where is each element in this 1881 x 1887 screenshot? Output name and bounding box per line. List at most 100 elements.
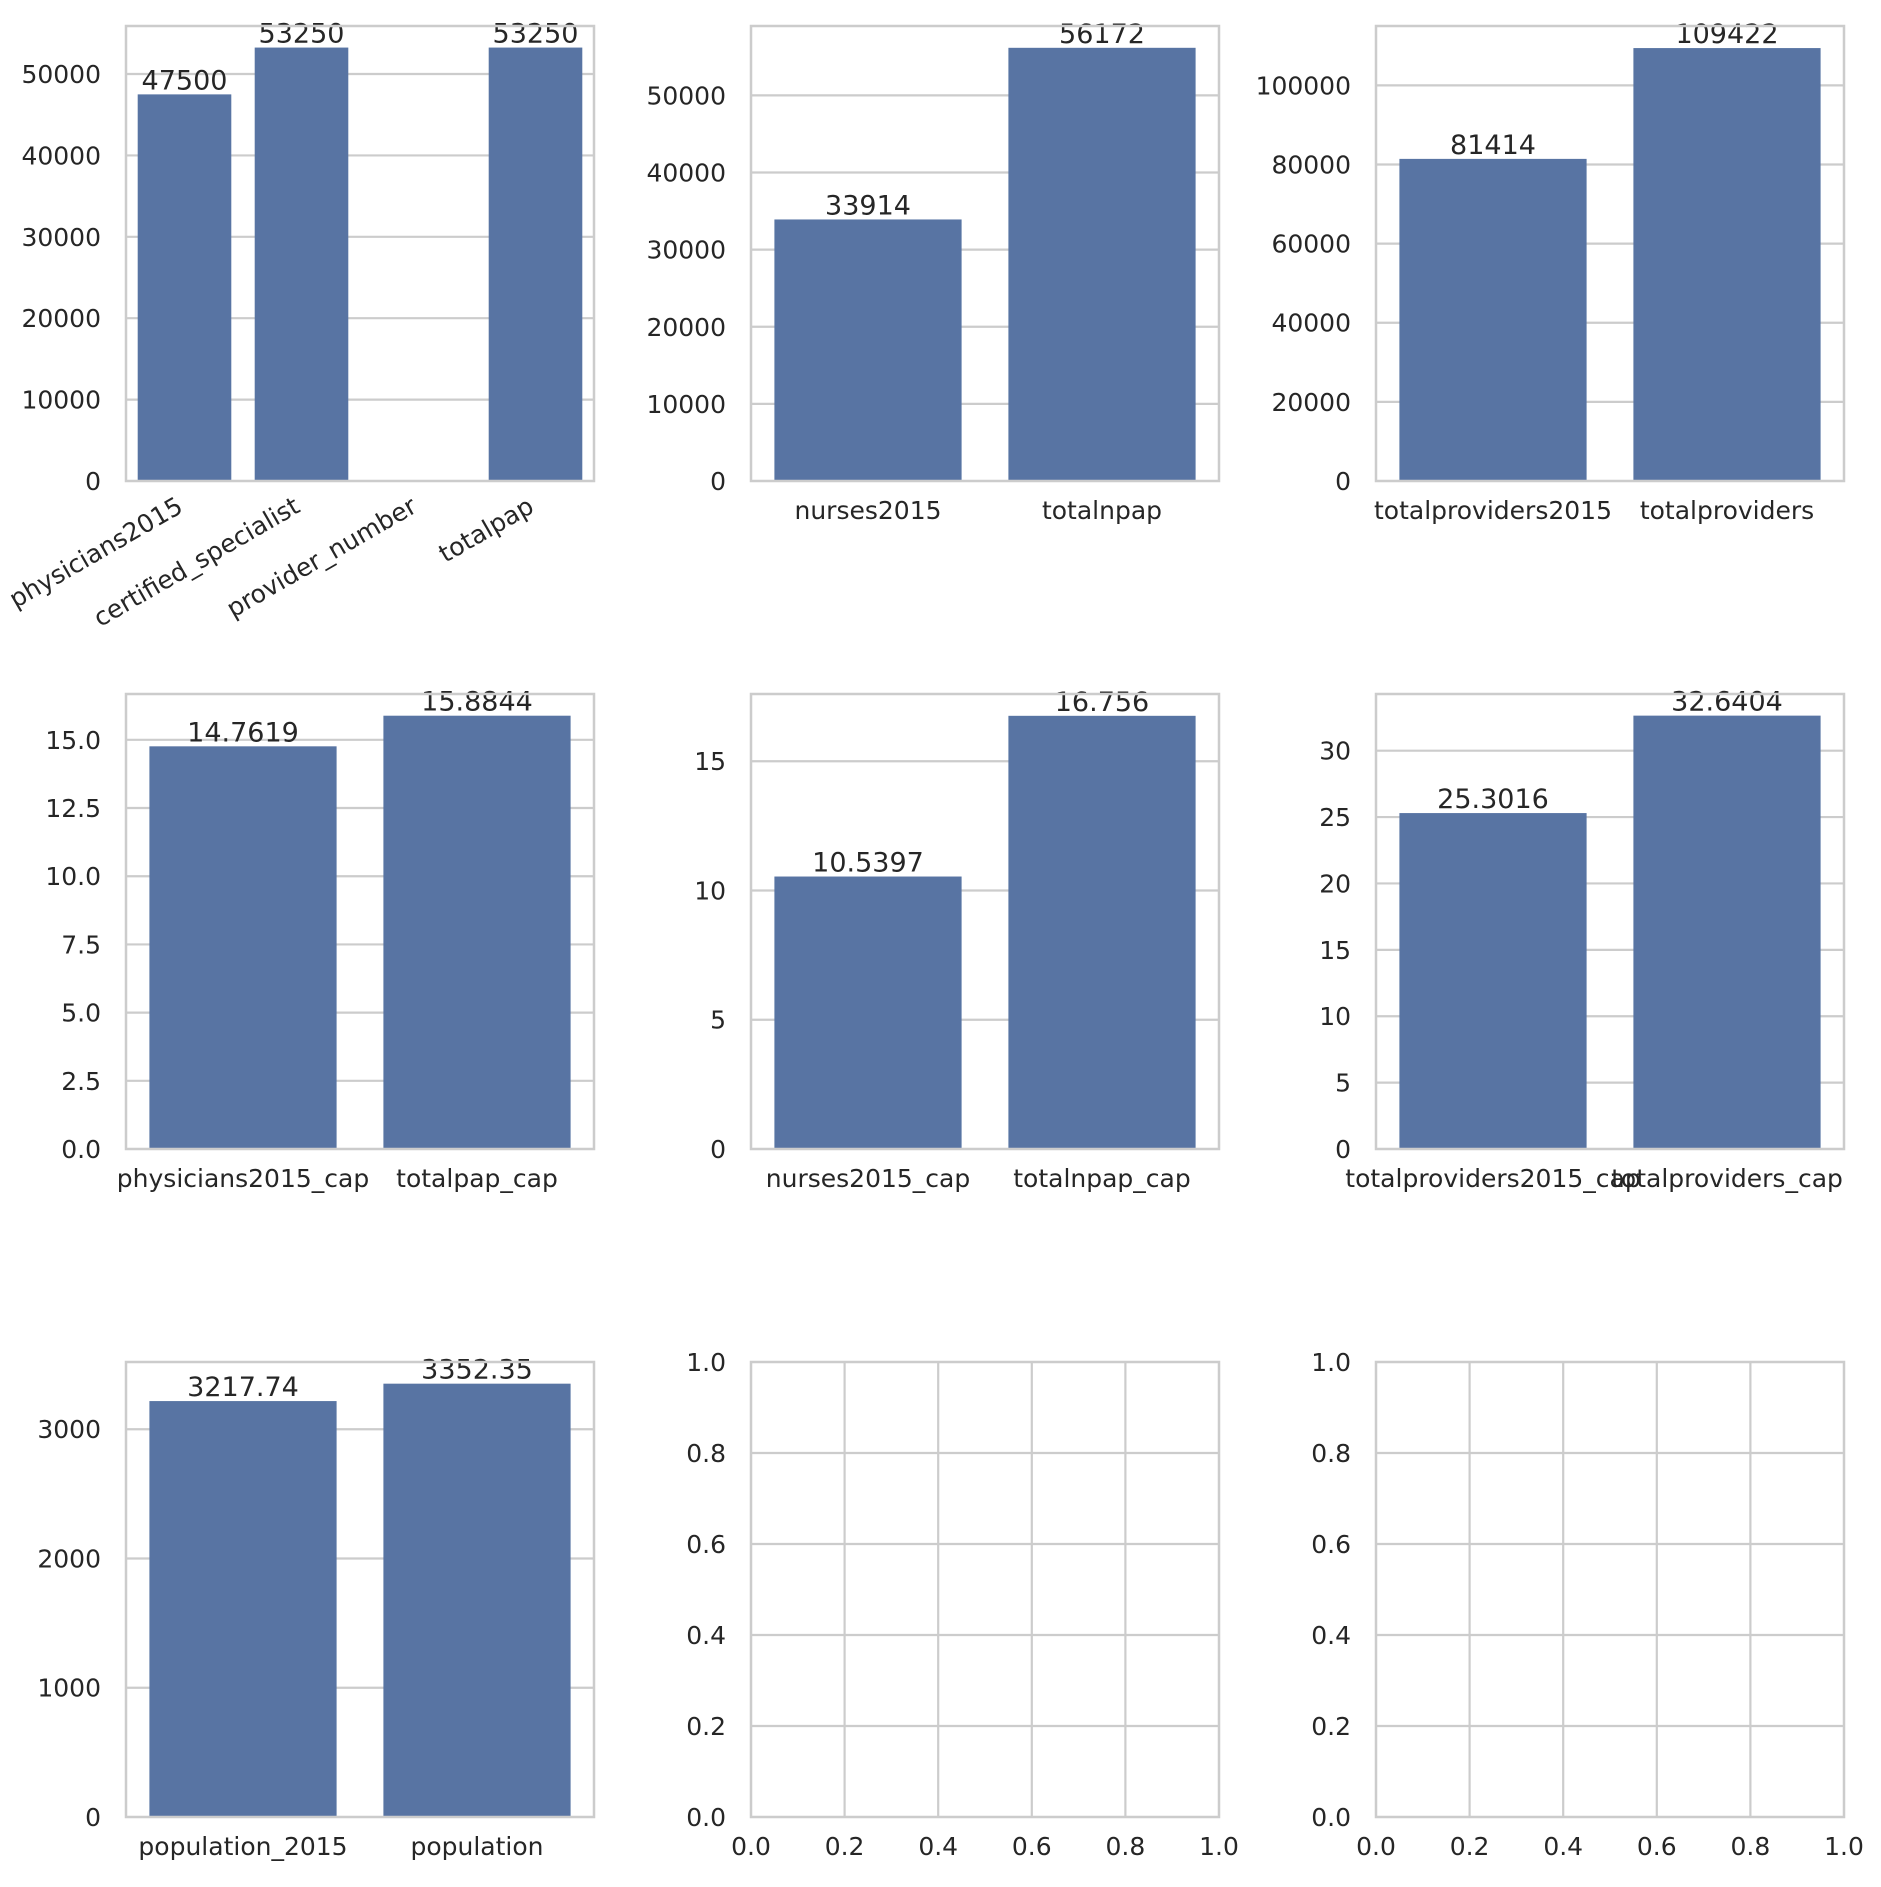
chart-1: 47500physicians201553250certified_specia… <box>4 19 596 633</box>
data-label: 53250 <box>259 19 345 50</box>
y-tick-label: 7.5 <box>61 930 101 959</box>
x-tick-label: 1.0 <box>1824 1832 1864 1861</box>
y-tick-label: 40000 <box>646 159 726 188</box>
data-label: 3352.35 <box>421 1355 533 1386</box>
y-tick-label: 12.5 <box>45 794 101 823</box>
y-tick-label: 0.6 <box>1311 1530 1351 1559</box>
y-tick-label: 25 <box>1319 803 1351 832</box>
x-tick-label: totalpap_cap <box>396 1164 558 1193</box>
bar <box>774 219 962 481</box>
y-tick-label: 40000 <box>1271 309 1351 338</box>
y-tick-label: 40000 <box>21 141 101 170</box>
bar <box>383 1383 571 1817</box>
axes-frame <box>124 24 596 483</box>
data-label: 56172 <box>1059 19 1145 50</box>
x-tick-label: totalpap <box>434 491 539 568</box>
axes-frame <box>749 24 1221 483</box>
data-label: 3217.74 <box>187 1372 299 1403</box>
x-tick-label: totalproviders_cap <box>1611 1164 1843 1193</box>
y-tick-label: 0 <box>710 1135 726 1164</box>
y-tick-label: 30000 <box>646 236 726 265</box>
y-tick-label: 0.2 <box>1311 1712 1351 1741</box>
y-tick-label: 15.0 <box>45 726 101 755</box>
x-tick-label: 0.6 <box>1012 1832 1052 1861</box>
bar <box>1399 158 1587 482</box>
bar <box>774 876 962 1149</box>
bar <box>149 746 337 1149</box>
y-tick-label: 20 <box>1319 869 1351 898</box>
y-tick-label: 1000 <box>37 1674 101 1703</box>
data-label: 14.7619 <box>187 717 299 748</box>
x-tick-label: totalproviders2015 <box>1374 496 1612 525</box>
y-tick-label: 50000 <box>646 81 726 110</box>
bar <box>1399 813 1587 1149</box>
axes-frame <box>124 1360 596 1819</box>
x-tick-label: provider_number <box>221 491 422 624</box>
x-tick-label: 0.8 <box>1731 1832 1771 1861</box>
y-tick-label: 30000 <box>21 223 101 252</box>
y-tick-label: 80000 <box>1271 150 1351 179</box>
x-tick-label: 0.6 <box>1637 1832 1677 1861</box>
y-tick-label: 50000 <box>21 60 101 89</box>
axes-frame <box>749 692 1221 1151</box>
data-label: 15.8844 <box>421 687 533 718</box>
chart-2: 33914 nurses2015 56172 totalnpap 0 10000 20000… <box>646 19 1221 525</box>
y-tick-label: 0.4 <box>1311 1621 1351 1650</box>
y-tick-label: 10000 <box>646 390 726 419</box>
y-tick-label: 10.0 <box>45 862 101 891</box>
data-label: 10.5397 <box>812 848 924 879</box>
y-tick-label: 0.0 <box>686 1803 726 1832</box>
x-tick-label: 0.2 <box>825 1832 865 1861</box>
x-tick-label: 0.0 <box>731 1832 771 1861</box>
y-tick-label: 2000 <box>37 1544 101 1573</box>
y-tick-label: 20000 <box>1271 388 1351 417</box>
bar <box>1633 715 1821 1149</box>
x-tick-label: population_2015 <box>138 1832 347 1861</box>
data-label: 47500 <box>142 65 228 96</box>
y-tick-label: 10000 <box>21 386 101 415</box>
chart-8: 0.0 0.2 0.4 0.6 0.8 1.0 0.0 0.2 0.4 0.6 0.8 1.0 <box>686 1348 1239 1861</box>
y-tick-label: 3000 <box>37 1415 101 1444</box>
x-tick-label: certified_specialist <box>89 491 305 633</box>
y-tick-label: 2.5 <box>61 1067 101 1096</box>
chart-7: 3217.74 population_2015 3352.35 population 0… <box>37 1355 596 1861</box>
y-tick-label: 10 <box>1319 1002 1351 1031</box>
y-tick-label: 60000 <box>1271 230 1351 259</box>
bar <box>1008 47 1196 482</box>
x-tick-label: 0.2 <box>1450 1832 1490 1861</box>
y-tick-label: 1.0 <box>1311 1348 1351 1377</box>
y-tick-label: 0 <box>1335 1135 1351 1164</box>
x-tick-label: 0.0 <box>1356 1832 1396 1861</box>
data-label: 81414 <box>1450 130 1536 161</box>
y-tick-label: 0.8 <box>686 1439 726 1468</box>
data-label: 32.6404 <box>1671 687 1783 718</box>
bar <box>1633 48 1821 481</box>
x-tick-label: population <box>410 1832 543 1861</box>
data-label: 109422 <box>1675 19 1778 50</box>
y-tick-label: 20000 <box>21 304 101 333</box>
y-tick-label: 5 <box>710 1006 726 1035</box>
y-tick-label: 15 <box>1319 936 1351 965</box>
data-label: 25.3016 <box>1437 784 1549 815</box>
x-tick-label: 0.4 <box>918 1832 958 1861</box>
y-tick-label: 10 <box>694 876 726 905</box>
bar <box>254 47 349 482</box>
y-tick-label: 20000 <box>646 313 726 342</box>
chart-4: 14.7619 physicians2015_cap 15.8844 totalpap… <box>45 687 596 1193</box>
chart-5: 10.5397 nurses2015_cap 16.756 totalnpap_cap… <box>694 687 1221 1193</box>
x-tick-label: nurses2015 <box>794 496 941 525</box>
y-tick-label: 5.0 <box>61 999 101 1028</box>
y-tick-label: 5 <box>1335 1069 1351 1098</box>
y-tick-label: 0.8 <box>1311 1439 1351 1468</box>
x-tick-label: totalproviders2015_cap <box>1345 1164 1640 1193</box>
x-tick-label: 1.0 <box>1199 1832 1239 1861</box>
x-tick-label: physicians2015_cap <box>117 1164 369 1193</box>
chart-9: 0.0 0.2 0.4 0.6 0.8 1.0 0.0 0.2 0.4 0.6 0.8 1.0 <box>1311 1348 1864 1861</box>
bar <box>383 715 571 1149</box>
y-tick-label: 0 <box>710 467 726 496</box>
bar <box>137 94 232 481</box>
axes-frame <box>1374 24 1846 483</box>
data-label: 53250 <box>493 19 579 50</box>
y-tick-label: 100000 <box>1256 71 1351 100</box>
y-tick-label: 30 <box>1319 737 1351 766</box>
